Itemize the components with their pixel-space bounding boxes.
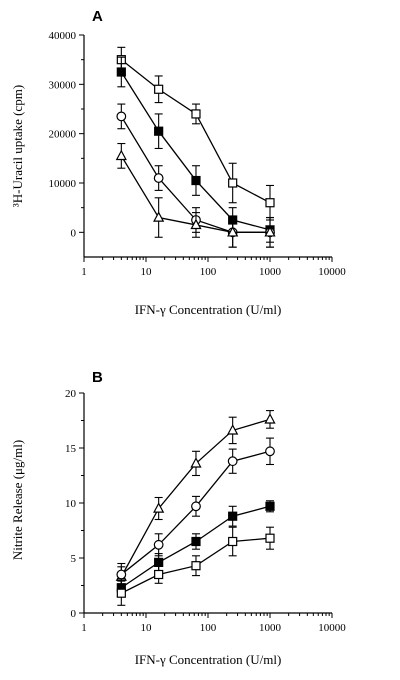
marker-open-triangle xyxy=(153,211,165,222)
x-tick-label-a: 10000 xyxy=(318,266,346,278)
marker-filled-square xyxy=(228,511,238,521)
marker-open-triangle xyxy=(190,218,202,230)
marker-filled-square xyxy=(154,126,164,136)
marker-open-circle xyxy=(227,456,238,467)
y-tick-label-b: 5 xyxy=(71,553,77,565)
x-tick-label-a: 10 xyxy=(141,266,153,278)
y-tick-label-a: 0 xyxy=(71,227,77,239)
marker-open-triangle xyxy=(264,413,276,424)
y-tick-label-b: 0 xyxy=(71,608,77,620)
series-open-triangle-a xyxy=(115,142,276,248)
y-tick-label-a: 10000 xyxy=(49,178,77,190)
panel-a: A IFN-γ Concentration (U/ml) ³H-Uracil u… xyxy=(10,8,346,317)
panel-b: B IFN-γ Concentration (U/ml) Nitrite Rel… xyxy=(10,369,346,667)
series-open-square-b xyxy=(116,526,275,606)
x-tick-label-b: 10000 xyxy=(318,622,346,634)
marker-filled-square xyxy=(265,501,275,511)
x-tick-label-a: 1000 xyxy=(259,266,282,278)
marker-open-triangle xyxy=(264,226,276,237)
marker-open-square xyxy=(228,536,238,547)
y-tick-label-b: 15 xyxy=(65,443,77,455)
marker-open-triangle xyxy=(153,502,165,513)
marker-filled-square xyxy=(191,175,201,186)
marker-open-triangle xyxy=(190,457,202,468)
marker-open-square xyxy=(116,588,126,598)
marker-open-square xyxy=(154,84,164,94)
marker-open-square xyxy=(265,533,275,543)
y-tick-label-a: 30000 xyxy=(49,79,77,91)
marker-filled-square xyxy=(116,67,126,77)
marker-open-triangle xyxy=(227,226,239,237)
y-axis-title-b: Nitrite Release (μg/ml) xyxy=(10,440,25,560)
marker-open-triangle xyxy=(227,424,239,435)
marker-open-triangle xyxy=(115,149,127,161)
y-tick-label-b: 20 xyxy=(65,388,77,400)
marker-filled-square xyxy=(191,536,201,547)
x-tick-label-b: 10 xyxy=(141,622,153,634)
panel-label-a: A xyxy=(92,8,103,25)
panel-label-b: B xyxy=(92,369,103,386)
marker-open-circle xyxy=(116,111,127,122)
x-tick-label-a: 100 xyxy=(200,266,217,278)
marker-open-square xyxy=(191,561,201,571)
x-tick-label-b: 1000 xyxy=(259,622,282,634)
x-axis-title-a: IFN-γ Concentration (U/ml) xyxy=(135,302,282,317)
x-tick-label-a: 1 xyxy=(81,266,87,278)
x-tick-label-b: 100 xyxy=(200,622,217,634)
y-tick-label-b: 10 xyxy=(65,498,77,510)
marker-open-circle xyxy=(191,501,201,512)
y-tick-label-a: 40000 xyxy=(49,30,77,42)
marker-open-circle xyxy=(265,446,275,457)
marker-open-circle xyxy=(116,569,127,580)
x-axis-title-b: IFN-γ Concentration (U/ml) xyxy=(135,652,282,667)
marker-open-circle xyxy=(153,173,164,183)
marker-open-square xyxy=(228,178,238,188)
marker-open-square xyxy=(191,109,201,119)
marker-open-circle xyxy=(153,539,164,550)
series-line-filled-square xyxy=(120,71,271,231)
x-tick-label-b: 1 xyxy=(81,622,87,634)
marker-open-square xyxy=(265,198,275,208)
marker-open-square xyxy=(154,569,164,580)
y-axis-title-a: ³H-Uracil uptake (cpm) xyxy=(10,85,25,207)
series-open-circle-b xyxy=(116,437,275,587)
y-tick-label-a: 20000 xyxy=(49,129,77,141)
